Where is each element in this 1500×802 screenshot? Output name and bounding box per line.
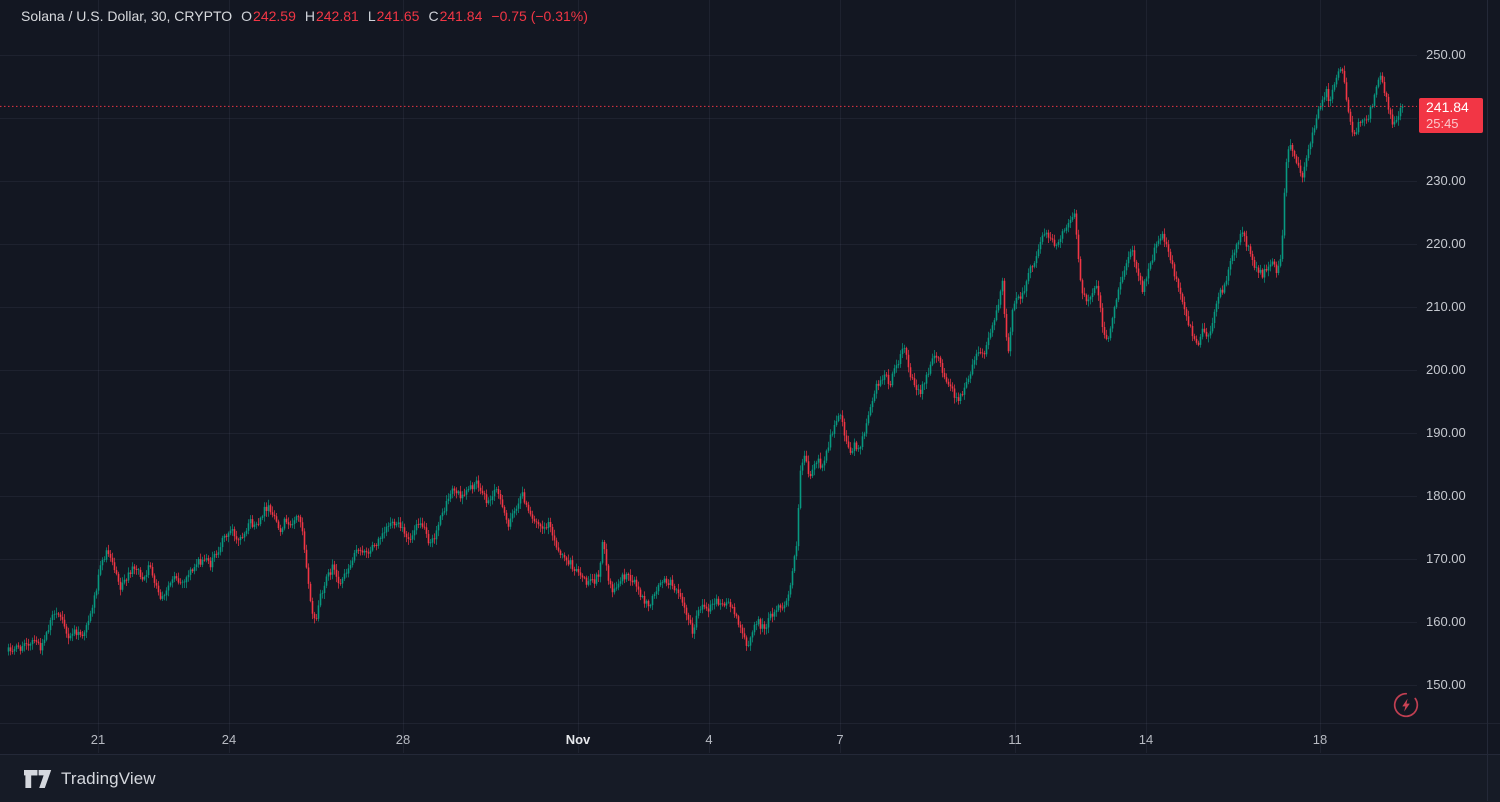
time-axis-label: 18: [1312, 732, 1328, 747]
symbol-title[interactable]: Solana / U.S. Dollar, 30, CRYPTO: [21, 8, 233, 24]
price-badge: 241.84 25:45: [1419, 98, 1483, 134]
price-axis-label: 180.00: [1426, 488, 1466, 503]
attribution-bar: TradingView: [0, 754, 1500, 802]
tradingview-logo-icon: [24, 769, 52, 788]
price-axis-label: 200.00: [1426, 362, 1466, 377]
price-axis-label: 250.00: [1426, 47, 1466, 62]
price-axis-label: 150.00: [1426, 677, 1466, 692]
symbol-legend[interactable]: Solana / U.S. Dollar, 30, CRYPTO O 242.5…: [21, 8, 588, 25]
price-axis-label: 160.00: [1426, 614, 1466, 629]
price-axis-label: 210.00: [1426, 299, 1466, 314]
time-axis-label: 28: [395, 732, 411, 747]
tradingview-wordmark: TradingView: [61, 768, 156, 788]
time-axis-label: 21: [90, 732, 106, 747]
time-axis-label: 24: [221, 732, 237, 747]
time-axis-label: 4: [705, 732, 713, 747]
time-axis-label: 7: [836, 732, 844, 747]
price-axis-label: 230.00: [1426, 173, 1466, 188]
ohlc-open: O 242.59: [241, 8, 296, 24]
right-edge-divider: [1487, 0, 1488, 801]
time-axis[interactable]: 21 24 28 Nov 4 7 11 14 18: [0, 723, 1500, 755]
ohlc-low: L 241.65: [367, 8, 420, 24]
time-axis-label: Nov: [565, 732, 591, 747]
price-axis-label: 190.00: [1426, 425, 1466, 440]
price-axis-label: 170.00: [1426, 551, 1466, 566]
time-axis-label: 11: [1008, 732, 1022, 747]
candle-countdown: 25:45: [1426, 116, 1459, 132]
ohlc-close: C 241.84: [428, 8, 483, 24]
ohlc-high: H 242.81: [304, 8, 359, 24]
lightning-bolt-icon[interactable]: [1392, 691, 1420, 719]
price-axis[interactable]: 250.00 230.00 220.00 210.00 200.00 190.00 180.…: [1417, 0, 1500, 723]
price-change: −0.75 (−0.31%): [491, 8, 588, 24]
last-price-value: 241.84: [1426, 99, 1469, 116]
tradingview-link[interactable]: TradingView: [24, 769, 156, 789]
price-axis-label: 220.00: [1426, 236, 1466, 251]
time-axis-label: 14: [1138, 732, 1154, 747]
